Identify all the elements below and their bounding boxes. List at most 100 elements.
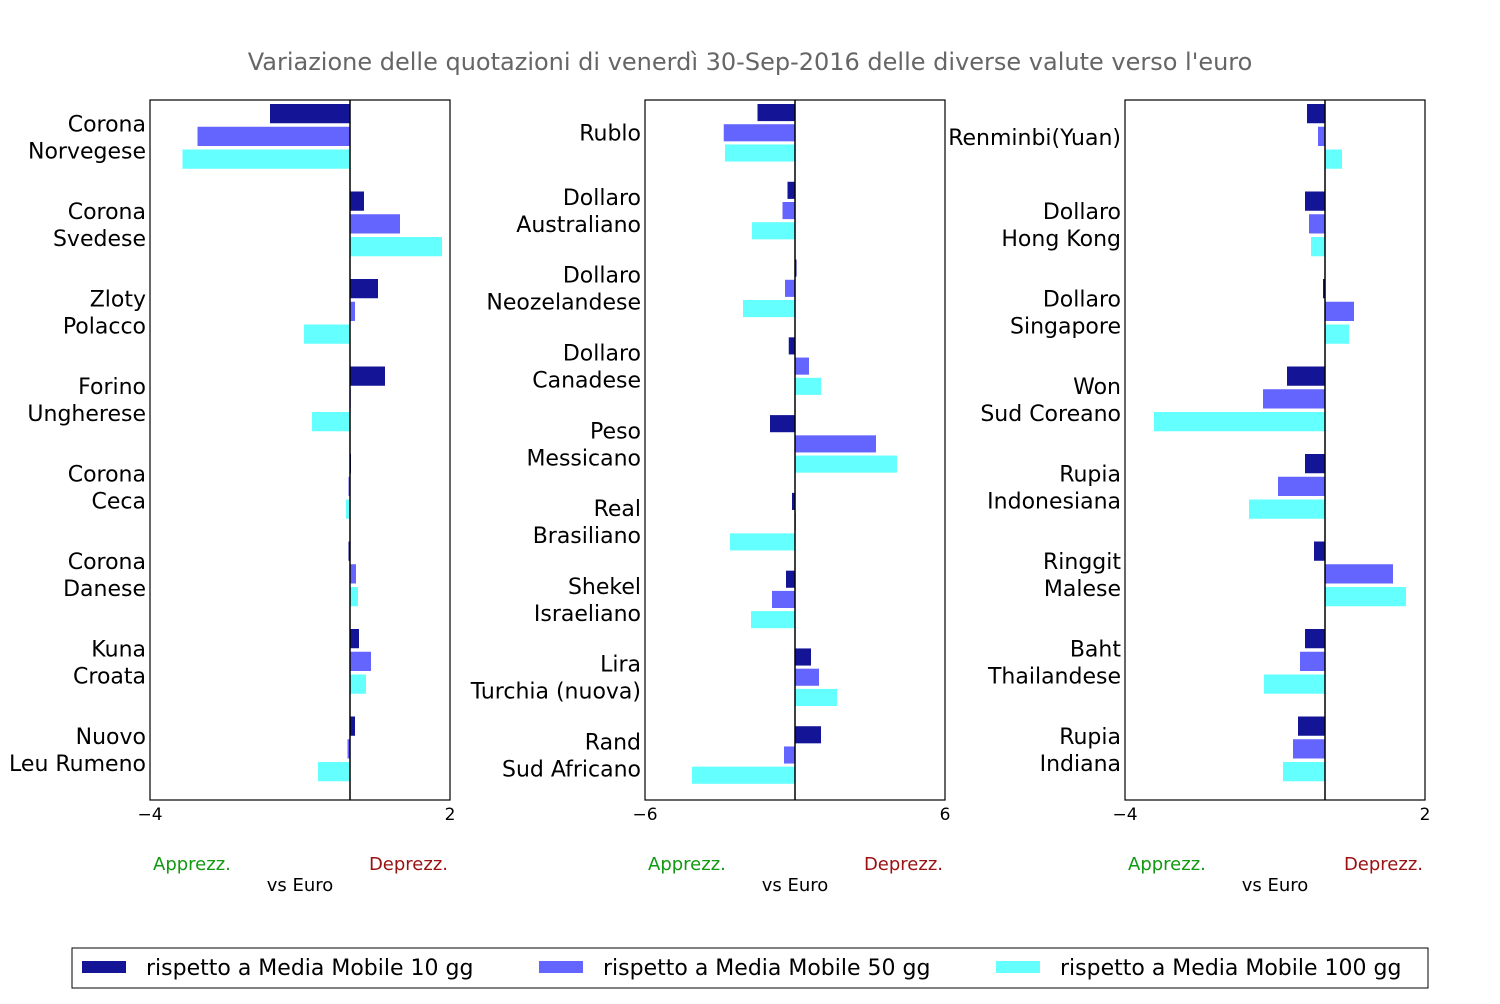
- bar-ma10: [1305, 191, 1325, 211]
- bar-ma100: [350, 674, 366, 694]
- bar-ma100: [1311, 237, 1325, 257]
- bar-ma50: [772, 590, 795, 608]
- bar-ma100: [350, 587, 358, 607]
- category-label: Indiana: [1040, 752, 1121, 777]
- bar-ma100: [1325, 587, 1406, 607]
- category-label: Thailandese: [987, 664, 1121, 689]
- legend-label: rispetto a Media Mobile 50 gg: [603, 956, 930, 981]
- category-label: Leu Rumeno: [9, 752, 146, 777]
- apprezz-label: Apprezz.: [648, 854, 726, 875]
- category-label: Croata: [73, 664, 146, 689]
- category-label: Sud Africano: [502, 757, 641, 782]
- bar-ma10: [350, 716, 355, 736]
- category-label: Malese: [1044, 577, 1121, 602]
- chart-title: Variazione delle quotazioni di venerdì 3…: [248, 48, 1253, 76]
- bar-ma10: [1298, 716, 1325, 736]
- category-label: Kuna: [91, 637, 146, 662]
- bar-ma10: [1305, 454, 1325, 474]
- category-label: Turchia (nuova): [470, 680, 641, 705]
- bar-ma100: [304, 324, 350, 344]
- apprezz-label: Apprezz.: [153, 854, 231, 875]
- bar-ma10: [786, 570, 795, 588]
- category-label: Ceca: [92, 489, 146, 514]
- bar-ma100: [795, 455, 897, 473]
- category-label: Singapore: [1010, 314, 1121, 339]
- apprezz-label: Apprezz.: [1128, 854, 1206, 875]
- bar-ma100: [692, 766, 795, 784]
- category-label: Dollaro: [1043, 200, 1121, 225]
- legend-swatch-ma50: [539, 961, 583, 973]
- category-label: Neozelandese: [486, 291, 641, 316]
- bar-ma50: [782, 202, 795, 220]
- bar-ma100: [743, 300, 795, 318]
- deprezz-label: Deprezz.: [864, 854, 943, 875]
- bar-ma50: [1293, 739, 1325, 759]
- category-label: Svedese: [53, 227, 146, 252]
- bar-ma10: [1323, 279, 1325, 299]
- legend-swatch-ma10: [82, 961, 126, 973]
- category-label: Ringgit: [1043, 550, 1121, 575]
- x-tick-label: −4: [1112, 805, 1137, 825]
- bar-ma50: [1278, 476, 1325, 496]
- legend-swatch-ma100: [996, 961, 1040, 973]
- category-label: Zloty: [90, 287, 146, 312]
- deprezz-label: Deprezz.: [369, 854, 448, 875]
- bar-ma10: [350, 191, 364, 211]
- bar-ma10: [350, 279, 378, 299]
- plot-frame: [149, 99, 451, 801]
- bar-ma10: [1307, 104, 1325, 124]
- category-label: Hong Kong: [1001, 227, 1121, 252]
- category-label: Australiano: [516, 213, 641, 238]
- category-label: Corona: [68, 112, 146, 137]
- category-label: Corona: [68, 200, 146, 225]
- category-label: Polacco: [63, 314, 146, 339]
- bar-ma50: [1309, 214, 1325, 234]
- legend-label: rispetto a Media Mobile 100 gg: [1060, 956, 1401, 981]
- category-label: Corona: [68, 462, 146, 487]
- category-label: Danese: [63, 577, 146, 602]
- category-label: Won: [1073, 375, 1121, 400]
- category-label: Forino: [78, 375, 146, 400]
- bar-ma50: [784, 746, 795, 764]
- category-label: Shekel: [568, 575, 641, 600]
- category-label: Dollaro: [563, 342, 641, 367]
- chart-panel-2: RubloDollaroAustralianoDollaroNeozelande…: [470, 99, 950, 896]
- bar-ma50: [1300, 651, 1325, 671]
- bar-ma100: [795, 688, 837, 706]
- x-tick-label: 2: [445, 805, 456, 825]
- x-axis-label: vs Euro: [1242, 875, 1309, 896]
- category-label: Baht: [1070, 637, 1122, 662]
- bar-ma100: [751, 611, 795, 629]
- legend-box: [71, 947, 1429, 989]
- bar-ma50: [350, 651, 371, 671]
- legend: rispetto a Media Mobile 10 gg rispetto a …: [71, 947, 1429, 989]
- bar-ma10: [788, 337, 795, 355]
- category-label: Messicano: [526, 446, 641, 471]
- bar-ma50: [1325, 564, 1393, 584]
- bar-ma100: [725, 144, 795, 162]
- bar-ma50: [350, 301, 355, 321]
- bar-ma10: [350, 366, 385, 386]
- bar-ma100: [1325, 324, 1349, 344]
- category-label: Brasiliano: [533, 524, 641, 549]
- legend-label: rispetto a Media Mobile 10 gg: [146, 956, 473, 981]
- category-label: Rupia: [1059, 725, 1121, 750]
- bar-ma10: [1305, 629, 1325, 649]
- x-tick-label: 2: [1420, 805, 1431, 825]
- bar-ma100: [752, 222, 795, 240]
- category-label: Real: [594, 497, 641, 522]
- category-label: Renminbi(Yuan): [948, 126, 1121, 151]
- plot-frame: [1124, 99, 1426, 801]
- x-axis-label: vs Euro: [762, 875, 829, 896]
- category-label: Norvegese: [28, 139, 146, 164]
- category-label: Rupia: [1059, 462, 1121, 487]
- category-label: Dollaro: [563, 264, 641, 289]
- category-label: Corona: [68, 550, 146, 575]
- bar-ma50: [723, 124, 795, 142]
- bar-ma10: [1314, 541, 1325, 561]
- bar-ma100: [795, 377, 821, 395]
- bar-ma50: [785, 279, 795, 297]
